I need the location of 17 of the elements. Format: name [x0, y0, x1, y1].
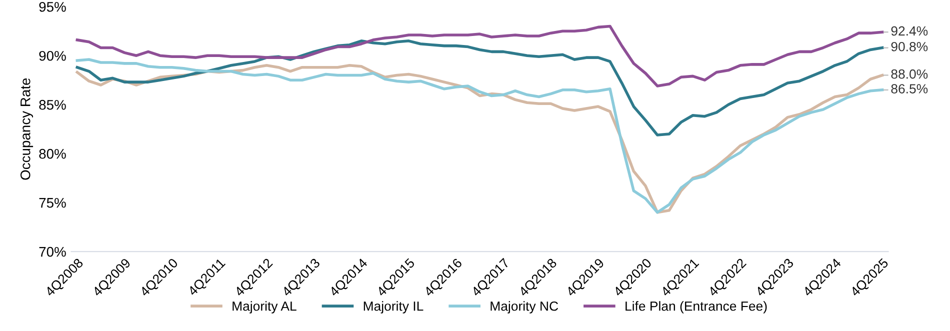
data-label: 88.0%: [891, 69, 928, 79]
legend-label: Life Plan (Entrance Fee): [626, 301, 767, 314]
data-label: 86.5%: [891, 84, 928, 94]
line-series: [76, 40, 884, 136]
line-series: [76, 24, 884, 88]
y-tick-label: 70%: [39, 246, 66, 257]
y-tick-label: 80%: [39, 148, 66, 159]
data-label: 90.8%: [891, 42, 928, 52]
y-tick-label: 90%: [39, 50, 66, 61]
legend-label: Majority IL: [364, 301, 424, 314]
legend-label: Majority NC: [490, 301, 558, 314]
legend-label: Majority AL: [232, 301, 296, 314]
y-tick-label: 95%: [39, 2, 66, 12]
y-axis-title: Occupancy Rate: [20, 78, 34, 180]
data-label: 92.4%: [891, 26, 928, 36]
y-tick-label: 75%: [39, 198, 66, 208]
y-tick-label: 85%: [39, 100, 66, 110]
